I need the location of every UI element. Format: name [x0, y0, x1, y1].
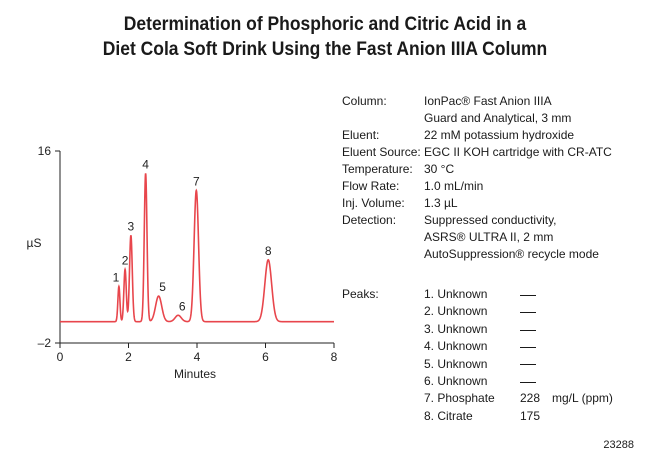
- peaks-table: Peaks: 1. Unknown 2. Unknown 3. Unknown 4. U…: [342, 286, 613, 425]
- peak-row: 3. Unknown: [342, 321, 613, 338]
- condition-value: 22 mM potassium hydroxide: [424, 128, 575, 142]
- condition-key: [342, 229, 424, 246]
- condition-key: Flow Rate:: [342, 179, 400, 193]
- condition-row: Guard and Analytical, 3 mm: [342, 110, 612, 127]
- peak-name: 3. Unknown: [424, 321, 488, 336]
- condition-row: AutoSuppression® recycle mode: [342, 246, 612, 263]
- peak-label-5: 5: [159, 280, 166, 294]
- condition-value: Guard and Analytical, 3 mm: [424, 111, 572, 125]
- peak-label-6: 6: [179, 299, 186, 313]
- condition-value: 1.0 mL/min: [424, 179, 484, 193]
- condition-value: 1.3 µL: [424, 196, 458, 210]
- condition-value: 30 °C: [424, 162, 455, 176]
- condition-key: [342, 246, 424, 263]
- chart-title: Determination of Phosphoric and Citric A…: [26, 12, 624, 62]
- peaks-label: Peaks:: [342, 287, 379, 301]
- condition-row: Temperature: 30 °C: [342, 161, 612, 178]
- peak-label-8: 8: [265, 244, 272, 258]
- peak-label-4: 4: [142, 157, 149, 171]
- x-tick-label: 8: [331, 350, 338, 364]
- condition-value: EGC II KOH cartridge with CR-ATC: [424, 145, 612, 159]
- x-tick-label: 4: [194, 350, 201, 364]
- figure-number: 23288: [603, 439, 634, 451]
- not-quantified-dash: [520, 364, 536, 366]
- chromatogram-trace: [60, 173, 334, 323]
- not-quantified-dash: [520, 312, 536, 314]
- peak-name: 7. Phosphate: [424, 391, 495, 406]
- x-axis-label: Minutes: [174, 367, 216, 381]
- peaks-label: [342, 373, 424, 390]
- condition-key: Eluent Source:: [342, 145, 421, 159]
- not-quantified-dash: [520, 294, 536, 296]
- peak-amount: 228: [520, 391, 541, 406]
- condition-key: [342, 110, 424, 127]
- peak-name: 4. Unknown: [424, 339, 488, 354]
- condition-key: Inj. Volume:: [342, 196, 405, 210]
- peak-row: 7. Phosphate 228 mg/L (ppm): [342, 390, 613, 407]
- peaks-label: [342, 303, 424, 320]
- y-tick-label: –2: [38, 336, 52, 350]
- peak-name: 5. Unknown: [424, 356, 488, 371]
- condition-value: ASRS® ULTRA II, 2 mm: [424, 230, 554, 244]
- peak-amount: [520, 373, 546, 390]
- peak-amount: [520, 303, 546, 320]
- condition-key: Detection:: [342, 213, 397, 227]
- condition-value: IonPac® Fast Anion IIIA: [424, 94, 552, 108]
- not-quantified-dash: [520, 347, 536, 349]
- peak-row: 6. Unknown: [342, 373, 613, 390]
- condition-row: Eluent: 22 mM potassium hydroxide: [342, 127, 612, 144]
- not-quantified-dash: [520, 381, 536, 383]
- peaks-label: [342, 321, 424, 338]
- x-tick-label: 2: [125, 350, 132, 364]
- peak-row: 8. Citrate 175: [342, 408, 613, 425]
- condition-value: Suppressed conductivity,: [424, 213, 557, 227]
- chart-title-line-2: Diet Cola Soft Drink Using the Fast Anio…: [102, 39, 548, 60]
- condition-key: Column:: [342, 94, 387, 108]
- amount-unit: mg/L (ppm): [552, 391, 613, 406]
- condition-key: Temperature:: [342, 162, 413, 176]
- y-axis-label: µS: [27, 236, 42, 250]
- peak-amount: [520, 286, 546, 303]
- peaks-label: [342, 338, 424, 355]
- condition-row: Detection: Suppressed conductivity,: [342, 212, 612, 229]
- peak-name: 1. Unknown: [424, 287, 488, 301]
- peak-row: 4. Unknown: [342, 338, 613, 355]
- condition-row: Column: IonPac® Fast Anion IIIA: [342, 93, 612, 110]
- peak-row: Peaks: 1. Unknown: [342, 286, 613, 303]
- condition-row: ASRS® ULTRA II, 2 mm: [342, 229, 612, 246]
- conditions-panel: Column: IonPac® Fast Anion IIIA Guard and …: [342, 93, 612, 263]
- condition-value: AutoSuppression® recycle mode: [424, 247, 599, 261]
- peak-label-7: 7: [193, 174, 200, 188]
- peak-label-1: 1: [113, 270, 120, 284]
- condition-row: Inj. Volume: 1.3 µL: [342, 195, 612, 212]
- peak-row: 2. Unknown: [342, 303, 613, 320]
- peak-name: 2. Unknown: [424, 304, 488, 319]
- peaks-label: [342, 408, 424, 425]
- peak-amount: [520, 356, 546, 373]
- peak-amount: [520, 338, 546, 355]
- not-quantified-dash: [520, 329, 536, 331]
- peaks-label: [342, 390, 424, 407]
- y-tick-label: 16: [38, 144, 52, 158]
- x-tick-label: 6: [262, 350, 269, 364]
- peak-name: 6. Unknown: [424, 374, 488, 389]
- x-tick-label: 0: [57, 350, 64, 364]
- peak-label-3: 3: [128, 219, 135, 233]
- condition-row: Flow Rate: 1.0 mL/min: [342, 178, 612, 195]
- peak-label-2: 2: [122, 253, 129, 267]
- peak-amount: 175: [520, 408, 541, 423]
- peaks-label: [342, 356, 424, 373]
- condition-key: Eluent:: [342, 128, 380, 142]
- condition-row: Eluent Source: EGC II KOH cartridge with …: [342, 144, 612, 161]
- peak-name: 8. Citrate: [424, 408, 473, 423]
- peak-row: 5. Unknown: [342, 356, 613, 373]
- chart-title-line-1: Determination of Phosphoric and Citric A…: [123, 14, 527, 35]
- peak-amount: [520, 321, 546, 338]
